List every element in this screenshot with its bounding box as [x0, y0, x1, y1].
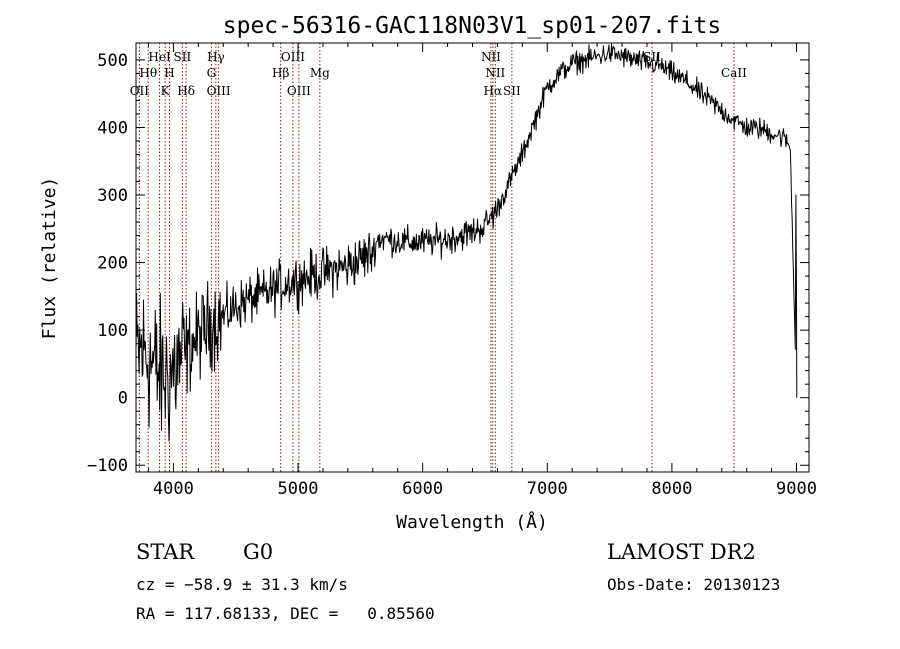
object-subclass: G0 [243, 540, 274, 564]
spectral-line-label: G [207, 66, 217, 80]
spectral-line-label: Hγ [207, 50, 225, 64]
plot-frame [135, 42, 810, 473]
spectral-line-label: Hδ [177, 84, 195, 98]
redshift-value: cz = −58.9 ± 31.3 km/s [136, 575, 348, 594]
spectral-line-label: OIII [287, 84, 311, 98]
y-tick-label: 400 [97, 118, 128, 138]
y-tick-label: 100 [97, 321, 128, 341]
spectral-line-label: HeI [148, 50, 171, 64]
spectral-line-label: NII [481, 50, 501, 64]
spectrum-series [136, 43, 798, 442]
spectral-line-label: OIII [281, 50, 305, 64]
spectral-line-label: CaII [721, 66, 747, 80]
spectral-line-label: OIII [207, 84, 231, 98]
chart-title: spec-56316-GAC118N03V1_sp01-207.fits [223, 13, 722, 39]
survey-name: LAMOST DR2 [607, 540, 756, 564]
spectral-line-label: K [161, 84, 171, 98]
x-tick-label: 4000 [153, 479, 194, 499]
y-tick-label: 200 [97, 254, 128, 274]
y-axis-label: Flux (relative) [39, 177, 60, 340]
x-tick-label: 5000 [278, 479, 319, 499]
x-tick-label: 9000 [776, 479, 817, 499]
spectral-line-label: NII [485, 66, 505, 80]
axes [135, 42, 810, 473]
x-tick-label: 7000 [527, 479, 568, 499]
y-tick-label: −100 [87, 456, 128, 476]
spectral-line-label: Mg [310, 66, 330, 80]
ticks: 4000 5000 6000 7000 8000 9000 −100 0 100 200 300 40… [87, 43, 817, 499]
object-class: STAR [136, 540, 195, 564]
spectral-line-label: Hα [484, 84, 503, 98]
x-tick-label: 6000 [402, 479, 443, 499]
spectrum-line [136, 43, 798, 442]
observation-date: Obs-Date: 20130123 [607, 575, 781, 594]
y-tick-label: 300 [97, 186, 128, 206]
x-tick-label: 8000 [651, 479, 692, 499]
spectral-line-label: H [164, 66, 174, 80]
coordinates: RA = 117.68133, DEC = 0.85560 [136, 604, 435, 623]
y-tick-label: 0 [118, 389, 128, 409]
spectral-line-label: Hθ [139, 66, 157, 80]
y-tick-label: 500 [97, 51, 128, 71]
spectral-line-label: SII [174, 50, 192, 64]
spectral-line-markers: OIIHθHeIKHSIIHδGHγOIIIHβOIIIOIIIMgNIIHαN… [130, 43, 747, 472]
spectral-line-label: OII [130, 84, 150, 98]
x-axis-label: Wavelength (Å) [396, 511, 548, 533]
spectral-line-label: Hβ [272, 66, 289, 80]
spectral-line-label: SII [503, 84, 521, 98]
